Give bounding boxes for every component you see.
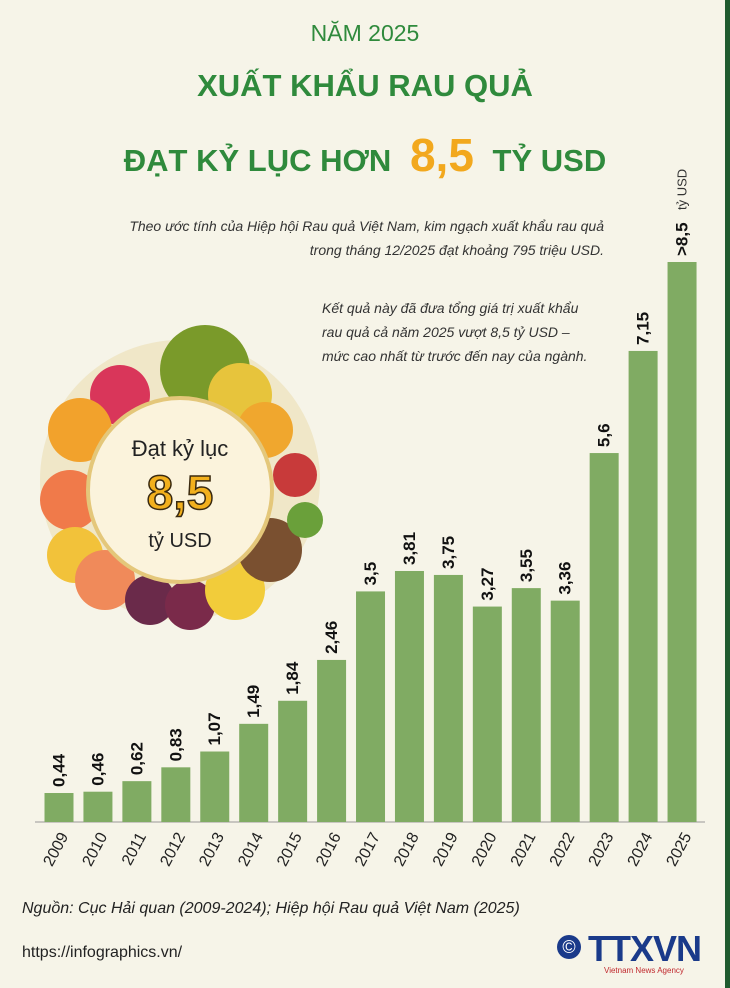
source: Nguồn: Cục Hải quan (2009-2024); Hiệp hộ…	[22, 900, 520, 917]
value-label: 1,49	[244, 685, 263, 718]
x-tick-label: 2025	[664, 830, 696, 870]
value-label: 3,36	[556, 562, 575, 595]
bar	[83, 791, 113, 822]
bar	[278, 700, 308, 822]
bar	[589, 453, 619, 822]
note-2: Kết quả này đã đưa tổng giá trị xuất khẩ…	[322, 296, 606, 368]
value-label: 0,62	[127, 742, 146, 775]
x-tick-label: 2023	[586, 830, 618, 870]
url: https://infographics.vn/	[22, 944, 183, 961]
x-tick-label: 2015	[274, 830, 306, 870]
bar	[394, 570, 424, 822]
kicker: NĂM 2025	[310, 20, 420, 46]
x-tick-label: 2020	[469, 830, 501, 870]
note-line: trong tháng 12/2025 đạt khoảng 795 triệu…	[309, 242, 604, 258]
x-tick-label: 2024	[625, 830, 657, 870]
badge-line1: Đạt kỷ lục	[131, 436, 229, 461]
value-label: 0,83	[166, 728, 185, 761]
value-label: >8,5	[673, 222, 692, 256]
x-tick-label: 2013	[196, 830, 228, 870]
note-line: Theo ước tính của Hiệp hội Rau quả Việt …	[129, 218, 604, 234]
note-line: mức cao nhất từ trước đến nay của ngành.	[322, 348, 588, 364]
highlight: 8,5	[409, 129, 474, 181]
x-tick-label: 2009	[41, 830, 73, 870]
badge-number: 8,5	[146, 466, 214, 521]
subtitle-suffix: TỶ USD	[492, 143, 607, 178]
title: XUẤT KHẨU RAU QUẢ	[197, 68, 533, 103]
bar	[356, 591, 386, 822]
bar	[161, 767, 191, 822]
x-tick-label: 2021	[508, 830, 540, 870]
value-label: 3,81	[400, 532, 419, 565]
x-tick-label: 2011	[119, 830, 150, 868]
value-label: 0,46	[88, 753, 107, 786]
bar	[239, 723, 269, 822]
bar	[44, 793, 74, 822]
logo-tagline: Vietnam News Agency	[604, 966, 684, 975]
x-tick-label: 2016	[313, 830, 345, 870]
copyright: ©	[557, 935, 581, 959]
subtitle: ĐẠT KỶ LỤC HƠN 8,5 TỶ USD	[0, 128, 730, 182]
x-tick-label: 2014	[235, 830, 267, 870]
value-label: 1,84	[283, 661, 302, 695]
subtitle-prefix: ĐẠT KỶ LỤC HƠN	[123, 143, 392, 178]
value-label: 3,5	[361, 562, 380, 586]
bar	[628, 350, 658, 822]
logo-name: TTXVN	[588, 928, 702, 969]
value-label: 1,07	[205, 712, 224, 745]
bar	[550, 600, 580, 822]
x-tick-label: 2018	[391, 830, 423, 870]
value-label: 3,75	[439, 536, 458, 569]
bar	[667, 262, 697, 822]
value-label: 2,46	[322, 621, 341, 654]
bar	[433, 574, 463, 822]
note-1: Theo ước tính của Hiệp hội Rau quả Việt …	[129, 214, 604, 262]
x-tick-label: 2012	[157, 830, 189, 870]
bar	[122, 781, 152, 822]
bar	[472, 606, 502, 822]
value-label: 3,27	[478, 567, 497, 600]
bar	[511, 588, 541, 822]
x-tick-label: 2017	[352, 830, 384, 870]
value-label: 3,55	[517, 549, 536, 582]
value-label: 5,6	[595, 423, 614, 447]
value-label: 0,44	[49, 753, 68, 787]
value-label: 7,15	[634, 312, 653, 345]
badge-line2: tỷ USD	[148, 530, 212, 552]
x-tick-label: 2010	[79, 830, 111, 870]
unit-label: tỷ USD	[674, 169, 689, 210]
note-line: rau quả cả năm 2025 vượt 8,5 tỷ USD –	[322, 324, 570, 340]
edge-stripe	[725, 0, 730, 988]
x-tick-label: 2019	[430, 830, 462, 870]
fruit-art	[40, 325, 323, 630]
note-line: Kết quả này đã đưa tổng giá trị xuất khẩ…	[322, 300, 579, 316]
x-tick-label: 2022	[547, 830, 579, 870]
bar	[200, 751, 230, 822]
bar	[317, 659, 347, 822]
